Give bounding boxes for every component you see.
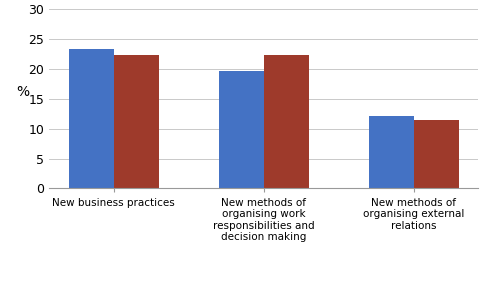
Bar xyxy=(264,55,309,188)
Bar xyxy=(414,120,458,188)
Y-axis label: %: % xyxy=(16,85,30,99)
Bar xyxy=(69,49,114,188)
Bar xyxy=(369,116,414,188)
Bar xyxy=(114,55,159,188)
Bar xyxy=(219,71,264,188)
